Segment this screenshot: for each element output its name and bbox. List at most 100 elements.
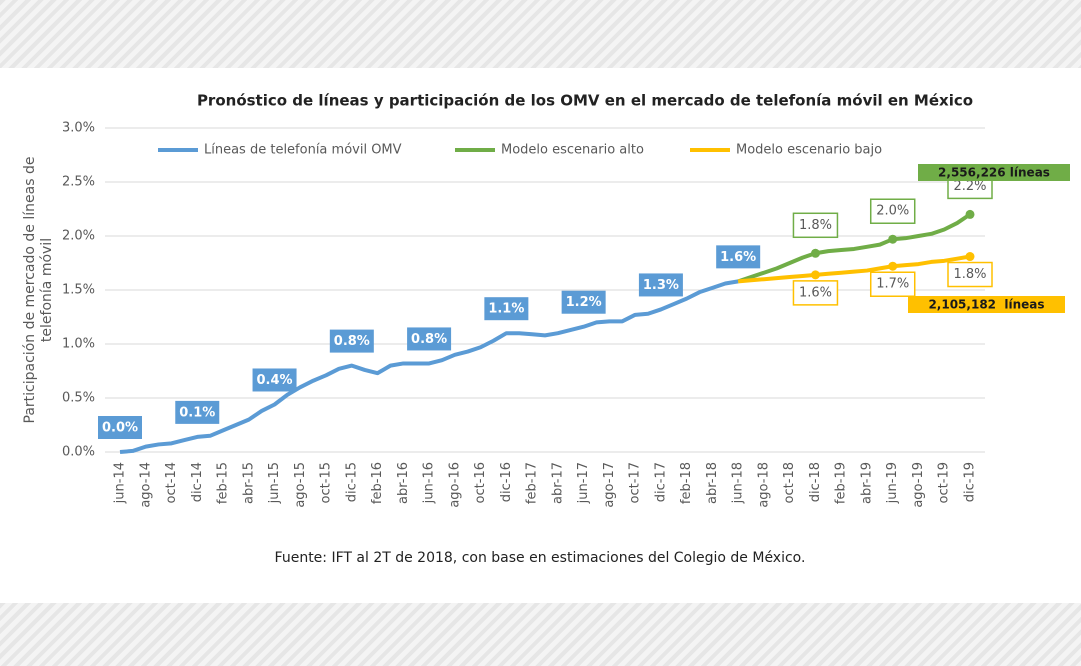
data-label-box — [869, 198, 916, 224]
annotation-box — [918, 164, 1070, 181]
data-label: 1.8% — [799, 218, 832, 233]
y-tick-label: 0.0% — [62, 445, 95, 460]
data-label: 2.0% — [876, 204, 909, 219]
x-tick: abr-17 — [550, 462, 565, 504]
x-tick-label: abr-15 — [241, 462, 256, 504]
x-tick: jun-14 — [113, 462, 128, 504]
data-label: 0.4% — [257, 373, 293, 388]
x-tick-label: dic-16 — [499, 462, 514, 502]
x-tick: ago-14 — [138, 462, 153, 508]
x-tick: jun-19 — [885, 462, 900, 504]
point — [965, 252, 975, 262]
x-tick-label: abr-19 — [859, 462, 874, 504]
data-label-box — [947, 261, 993, 288]
point — [965, 209, 975, 219]
data-label: 1.2% — [566, 295, 602, 310]
x-tick: abr-18 — [705, 462, 720, 504]
x-tick: dic-18 — [808, 462, 823, 502]
x-tick: oct-16 — [473, 462, 488, 503]
data-label: 2.2% — [953, 179, 986, 194]
legend-label: Modelo escenario alto — [501, 143, 644, 158]
x-tick: oct-14 — [164, 462, 179, 503]
series-line — [119, 279, 739, 454]
x-tick: ago-18 — [756, 462, 771, 508]
data-label: 0.8% — [411, 332, 447, 347]
x-tick: dic-19 — [963, 462, 978, 502]
legend-label: Líneas de telefonía móvil OMV — [204, 143, 402, 158]
y-axis-title-line: Participación de mercado de líneas de — [22, 157, 38, 424]
x-tick: jun-18 — [731, 462, 746, 504]
x-tick: ago-19 — [911, 462, 926, 508]
data-label: 1.3% — [643, 278, 679, 293]
x-tick: feb-17 — [525, 462, 540, 504]
data-label-box — [175, 400, 220, 424]
data-label-box — [561, 290, 606, 314]
chart-title: Pronóstico de líneas y participación de … — [197, 92, 973, 110]
series-line — [738, 254, 971, 284]
data-label-box — [792, 280, 839, 306]
x-tick-label: feb-17 — [525, 462, 540, 504]
data-label-box — [98, 416, 142, 439]
stripe-band — [0, 603, 1081, 666]
x-tick-label: oct-16 — [473, 462, 488, 503]
x-tick: jun-17 — [576, 462, 591, 504]
data-label-box — [638, 273, 683, 297]
x-tick: dic-16 — [499, 462, 514, 502]
x-tick: ago-15 — [293, 462, 308, 508]
annotation-box — [908, 296, 1065, 313]
y-tick-label: 2.5% — [62, 175, 95, 190]
x-tick: jun-16 — [422, 462, 437, 504]
x-tick-label: jun-18 — [731, 462, 746, 504]
x-tick-label: feb-16 — [370, 462, 385, 504]
x-tick: ago-16 — [447, 462, 462, 508]
series-line — [737, 212, 972, 284]
point — [810, 248, 820, 258]
data-label: 0.1% — [179, 405, 215, 420]
data-label-box — [716, 245, 761, 269]
x-tick-label: oct-18 — [782, 462, 797, 503]
data-label: 0.0% — [102, 421, 138, 436]
stripe-band — [0, 0, 1081, 68]
x-tick-label: dic-17 — [653, 462, 668, 502]
x-tick-label: oct-14 — [164, 462, 179, 503]
x-tick-label: dic-15 — [344, 462, 359, 502]
x-tick-label: jun-15 — [267, 462, 282, 504]
x-tick-label: dic-18 — [808, 462, 823, 502]
data-label-box — [869, 271, 916, 297]
x-tick-label: ago-19 — [911, 462, 926, 508]
x-tick: abr-15 — [241, 462, 256, 504]
x-tick-label: feb-19 — [834, 462, 849, 504]
x-tick-label: dic-14 — [190, 462, 205, 502]
annotation: 2,105,182 líneas — [928, 298, 1044, 312]
x-tick-label: feb-18 — [679, 462, 694, 504]
y-tick-label: 0.5% — [62, 391, 95, 406]
x-tick: oct-18 — [782, 462, 797, 503]
y-tick-label: 1.5% — [62, 283, 95, 298]
legend-label: Modelo escenario bajo — [736, 143, 882, 158]
data-label-box — [407, 327, 452, 351]
data-label-box — [484, 297, 529, 321]
data-label-box — [252, 368, 297, 392]
x-tick: feb-18 — [679, 462, 694, 504]
x-tick-label: abr-16 — [396, 462, 411, 504]
data-label-box — [792, 212, 839, 239]
x-tick: oct-19 — [937, 462, 952, 503]
x-tick: feb-19 — [834, 462, 849, 504]
y-tick-label: 1.0% — [62, 337, 95, 352]
x-tick-label: oct-19 — [937, 462, 952, 503]
x-tick-label: jun-19 — [885, 462, 900, 504]
x-tick-label: oct-15 — [319, 462, 334, 503]
data-label: 1.6% — [720, 250, 756, 265]
x-tick: feb-15 — [216, 462, 231, 504]
y-axis-title: Participación de mercado de líneas de te… — [22, 157, 55, 424]
x-tick-label: oct-17 — [628, 462, 643, 503]
x-tick-label: ago-14 — [138, 462, 153, 508]
x-tick: abr-16 — [396, 462, 411, 504]
x-tick: dic-14 — [190, 462, 205, 502]
x-tick-label: feb-15 — [216, 462, 231, 504]
data-label: 1.1% — [488, 302, 524, 317]
x-tick: dic-17 — [653, 462, 668, 502]
point — [810, 270, 820, 280]
x-tick: jun-15 — [267, 462, 282, 504]
